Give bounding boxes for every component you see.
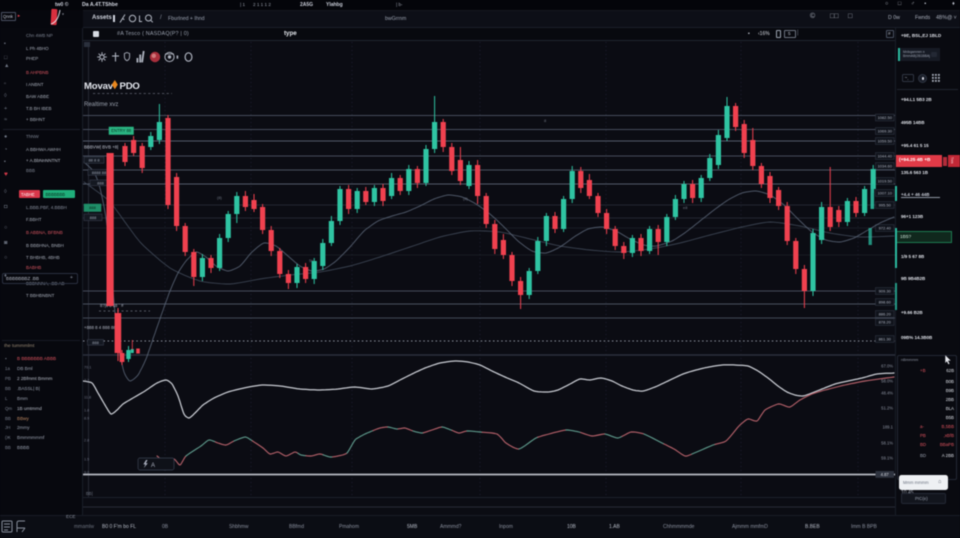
svg-text:70.1: 70.1 — [84, 366, 91, 370]
svg-text:Realtime xvz: Realtime xvz — [84, 102, 118, 108]
svg-text:e8: e8 — [683, 205, 688, 210]
svg-text:898.60: 898.60 — [879, 300, 892, 305]
svg-text:861.30: 861.30 — [879, 337, 892, 342]
svg-text:972.40: 972.40 — [879, 226, 892, 231]
svg-text:888: 888 — [97, 180, 104, 185]
svg-text:1034.60: 1034.60 — [877, 164, 892, 169]
svg-text:888: 888 — [90, 215, 97, 220]
svg-text:909.30: 909.30 — [879, 289, 892, 294]
svg-text:58.0%: 58.0% — [881, 379, 893, 384]
svg-text:1044.40: 1044.40 — [877, 154, 892, 159]
svg-text:A: A — [151, 463, 155, 469]
svg-text:995.50: 995.50 — [879, 203, 892, 208]
svg-text:8888 88: 8888 88 — [92, 170, 107, 175]
svg-text:189.1: 189.1 — [883, 425, 894, 430]
svg-text:59.1%: 59.1% — [881, 456, 893, 461]
svg-text:58.1%: 58.1% — [881, 441, 893, 446]
svg-text:1069.30: 1069.30 — [877, 129, 892, 134]
svg-text:1059.50: 1059.50 — [877, 139, 892, 144]
svg-text:5k: 5k — [309, 258, 313, 263]
svg-text:1.5: 1.5 — [84, 458, 89, 462]
svg-text:Movav: Movav — [84, 81, 114, 92]
svg-text:48.4%: 48.4% — [881, 391, 893, 396]
svg-text:9.0: 9.0 — [84, 471, 89, 475]
svg-text:1.8: 1.8 — [84, 409, 89, 413]
svg-text:PDO: PDO — [120, 81, 141, 92]
svg-text:88 8 8: 88 8 8 — [88, 158, 100, 163]
svg-text:51.2%: 51.2% — [881, 406, 893, 411]
svg-text:11.8: 11.8 — [84, 396, 91, 400]
svg-text:1082.50: 1082.50 — [877, 115, 892, 120]
svg-text:8.9: 8.9 — [84, 417, 89, 421]
svg-text:878.20: 878.20 — [879, 320, 892, 325]
svg-text:4.87: 4.87 — [881, 472, 890, 477]
svg-text:67.0%: 67.0% — [881, 364, 893, 369]
svg-text:7.2: 7.2 — [84, 379, 89, 383]
svg-text:(8): (8) — [463, 196, 469, 201]
svg-text:886.20: 886.20 — [879, 312, 892, 317]
svg-text:+888 8 4 888 88q: +888 8 4 888 88q — [84, 325, 119, 330]
svg-text:1007.10: 1007.10 — [877, 191, 892, 196]
svg-text:1019.50: 1019.50 — [877, 179, 892, 184]
svg-text:BB|: BB| — [86, 491, 93, 496]
svg-text:8: 8 — [544, 118, 547, 123]
svg-text:888: 888 — [92, 340, 99, 345]
svg-text:888: 888 — [89, 205, 96, 210]
svg-text:2.8: 2.8 — [84, 439, 89, 443]
svg-text:(8): (8) — [217, 195, 223, 200]
svg-text:BBBVW| BVB +8|: BBBVW| BVB +8| — [84, 145, 118, 150]
svg-text:ENTRY 88: ENTRY 88 — [111, 128, 132, 133]
